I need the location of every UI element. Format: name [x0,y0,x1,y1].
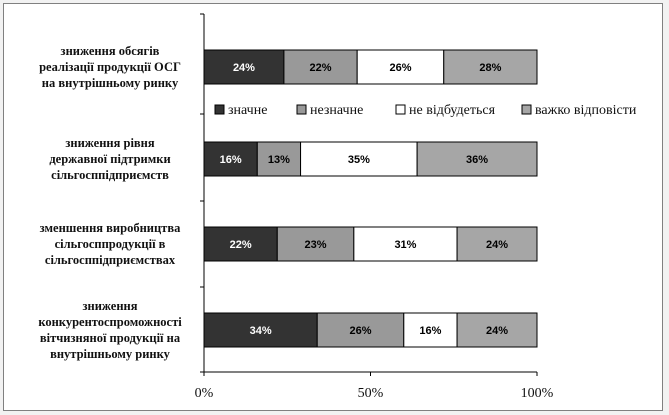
category-label: реалізації продукції ОСГ [39,60,181,74]
data-label: 13% [268,154,290,166]
category-label: внутрішньому ринку [50,347,171,361]
legend-swatch [521,104,532,115]
stacked-bar-chart: 0% 50% 100% зниження обсягів реалізації прод… [38,13,637,401]
data-label: 16% [220,154,242,166]
category-label: вітчизняної продукції на [40,331,181,345]
category-label: сільгосппідприємств [51,168,169,182]
bar-segment [356,49,445,85]
bar-segment [316,312,405,348]
category-label: зниження [82,299,137,313]
bar-segment [283,49,358,85]
data-label: 22% [230,239,252,251]
data-label: 24% [233,62,255,74]
data-label: 35% [348,154,370,166]
data-label: 24% [486,325,508,337]
data-label: 22% [310,62,332,74]
legend-swatch [214,104,225,115]
legend-swatch [395,104,406,115]
x-tick-label: 0% [195,386,214,401]
legend-label: не відбудеться [409,103,496,118]
data-label: 31% [394,239,416,251]
legend-label: незначне [310,103,363,118]
category-label: на внутрішньому ринку [42,76,179,90]
bar-segment [416,141,538,177]
legend-label: важко відповісти [535,103,637,118]
bar-segment [276,226,355,262]
category-label: сільгосппідприємствах [45,253,176,267]
data-label: 23% [305,239,327,251]
category-label: конкурентоспроможності [38,315,182,329]
category-label: зниження обсягів [61,44,160,58]
legend-label: значне [228,103,267,118]
x-tick-label: 50% [358,386,384,401]
data-label: 36% [466,154,488,166]
bar-segment [403,312,458,348]
data-label: 34% [250,325,272,337]
bar-segment [456,226,538,262]
data-label: 26% [389,62,411,74]
bar-segment [300,141,418,177]
bar-segment [203,141,258,177]
bar-segment [443,49,538,85]
legend-swatch [296,104,307,115]
bar-segment [203,226,278,262]
x-tick-label: 100% [521,386,554,401]
category-label: зниження рівня [65,136,155,150]
category-label: сільгосппродукції в [55,237,166,251]
bar-segment [256,141,302,177]
bar-segment [456,312,538,348]
data-label: 28% [479,62,501,74]
bar-segment [203,312,318,348]
chart-frame: 0% 50% 100% зниження обсягів реалізації прод… [3,3,663,411]
category-label: зменшення виробництва [40,221,181,235]
data-label: 16% [419,325,441,337]
data-label: 26% [349,325,371,337]
category-label: державної підтримки [49,152,170,166]
data-label: 24% [486,239,508,251]
bar-segment [353,226,458,262]
